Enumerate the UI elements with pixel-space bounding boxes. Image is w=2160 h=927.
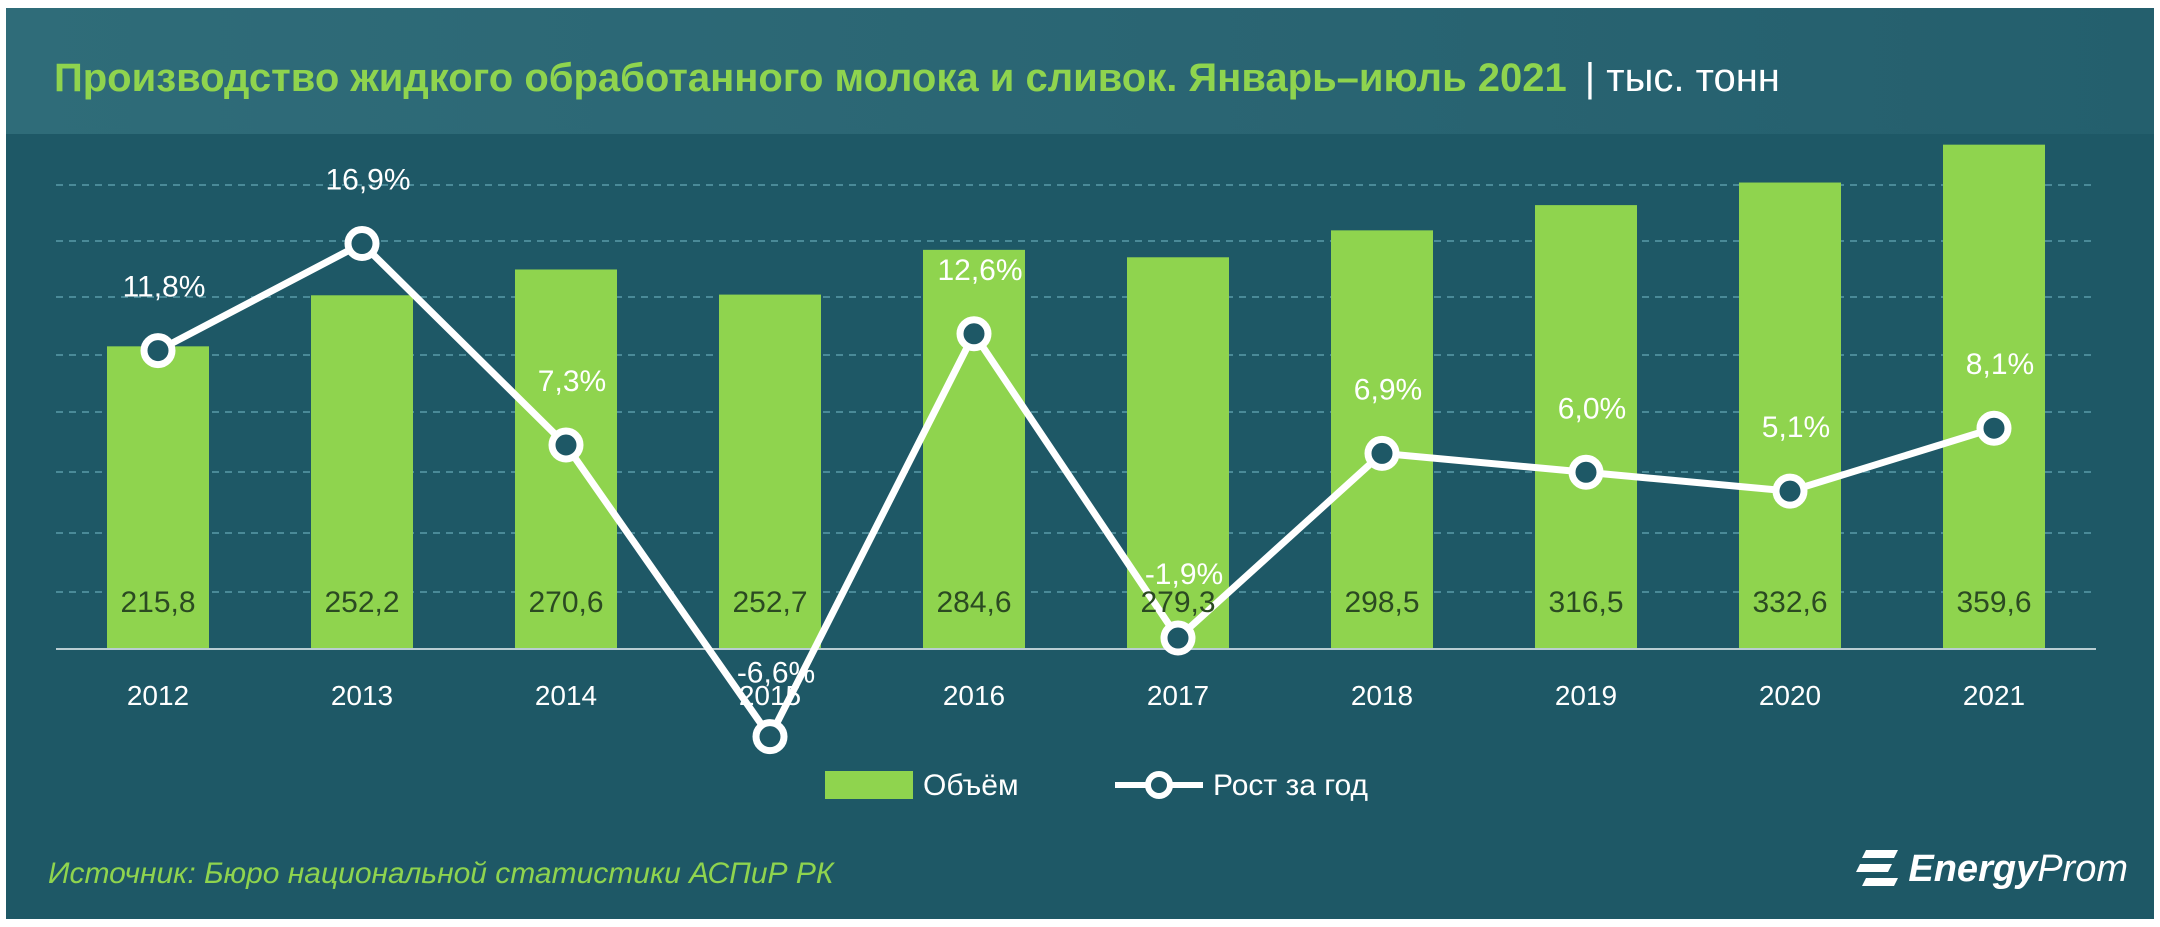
growth-value-label: 6,9% [1354, 373, 1422, 406]
growth-marker-2014 [548, 427, 584, 463]
source-note: Источник: Бюро национальной статистики А… [48, 857, 834, 890]
data-labels: 215,8 252,2 270,6 252,7 284,6 279,3 298,5 316,5… [120, 164, 2034, 690]
chart-plot: 215,8 252,2 270,6 252,7 284,6 279,3 298,5 316,5… [56, 144, 2096, 802]
x-tick-label: 2020 [1759, 680, 1821, 711]
growth-marker-2016 [956, 316, 992, 352]
bar-value-label: 252,7 [732, 586, 807, 619]
x-tick-label: 2014 [535, 680, 597, 711]
bar-value-label: 284,6 [936, 586, 1011, 619]
legend-marker-growth [1145, 771, 1173, 799]
chart-title: Производство жидкого обработанного молок… [54, 56, 1567, 100]
bars [107, 144, 2045, 649]
growth-value-label: 5,1% [1762, 411, 1830, 444]
growth-value-label: 16,9% [325, 164, 410, 197]
bar-2013 [311, 295, 413, 649]
growth-marker-2017 [1160, 620, 1196, 656]
bar-2015 [719, 294, 821, 649]
growth-value-label: 6,0% [1558, 392, 1626, 425]
x-tick-label: 2019 [1555, 680, 1617, 711]
legend-label-volume: Объём [923, 769, 1019, 802]
growth-polyline [156, 240, 1996, 741]
legend: Объём Рост за год [825, 769, 1368, 802]
logo-text-prom: Prom [2037, 848, 2128, 890]
growth-value-label: 7,3% [538, 365, 606, 398]
growth-value-label: 12,6% [937, 254, 1022, 287]
x-tick-label: 2015 [739, 680, 801, 711]
x-axis-ticks: 2012 2013 2014 2015 2016 2017 2018 2019 2020 2021 [127, 680, 2025, 711]
bar-value-label: 279,3 [1140, 586, 1215, 619]
unit-label: | тыс. тонн [1584, 56, 1780, 100]
x-tick-label: 2013 [331, 680, 393, 711]
x-tick-label: 2021 [1963, 680, 2025, 711]
title-band: Производство жидкого обработанного молок… [6, 8, 2154, 134]
bar-value-label: 215,8 [120, 586, 195, 619]
growth-value-label: 11,8% [123, 271, 206, 304]
growth-line [140, 226, 2012, 755]
bar-value-label: 252,2 [324, 586, 399, 619]
title-line: Производство жидкого обработанного молок… [54, 54, 1780, 102]
bar-2021 [1943, 144, 2045, 649]
x-tick-label: 2017 [1147, 680, 1209, 711]
growth-marker-2012 [140, 333, 176, 369]
growth-marker-2015 [752, 719, 788, 755]
growth-marker-2020 [1772, 473, 1808, 509]
energyprom-logo-icon [1856, 850, 1899, 886]
chart-frame: Производство жидкого обработанного молок… [6, 8, 2154, 919]
bar-value-label: 298,5 [1344, 586, 1419, 619]
growth-value-label: 8,1% [1966, 348, 2034, 381]
growth-value-label: -6,6% [737, 657, 815, 690]
bar-value-label: 270,6 [528, 586, 603, 619]
bar-value-label: 316,5 [1548, 586, 1623, 619]
legend-swatch-volume [825, 771, 913, 799]
bar-2019 [1535, 205, 1637, 649]
growth-value-label: -1,9% [1145, 558, 1223, 591]
growth-marker-2021 [1976, 410, 2012, 446]
x-tick-label: 2016 [943, 680, 1005, 711]
bar-2020 [1739, 182, 1841, 649]
logo-text: EnergyProm [1908, 846, 2128, 892]
x-tick-label: 2012 [127, 680, 189, 711]
bar-value-label: 359,6 [1956, 586, 2031, 619]
logo-text-energy: Energy [1908, 848, 2038, 890]
bar-value-label: 332,6 [1752, 586, 1827, 619]
bar-2012 [107, 346, 209, 649]
growth-marker-2018 [1364, 435, 1400, 471]
growth-marker-2019 [1568, 454, 1604, 490]
legend-label-growth: Рост за год [1213, 769, 1368, 802]
energyprom-logo: EnergyProm [1852, 846, 2128, 892]
growth-marker-2013 [344, 226, 380, 262]
x-tick-label: 2018 [1351, 680, 1413, 711]
